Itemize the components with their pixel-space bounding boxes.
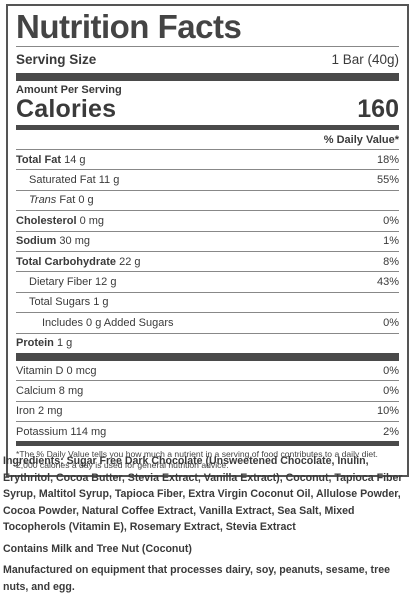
divider-thick xyxy=(16,352,399,361)
allergen-statement: Contains Milk and Tree Nut (Coconut) xyxy=(3,542,192,555)
nutrient-row-total-fat: Total Fat 14 g 18% xyxy=(16,150,399,169)
vitamin-amount: 0 mcg xyxy=(66,364,97,377)
divider xyxy=(16,230,399,232)
nutrient-name: Dietary Fiber xyxy=(29,276,92,289)
vitamin-row-potassium: Potassium 114 mg 2% xyxy=(16,422,399,441)
divider xyxy=(16,380,399,382)
nutrient-name: Total Fat xyxy=(16,153,62,166)
nutrient-dv: 18% xyxy=(376,153,399,166)
nutrient-name: Trans xyxy=(29,194,57,207)
vitamin-amount: 114 mg xyxy=(70,425,107,438)
divider xyxy=(16,421,399,423)
vitamin-name: Vitamin D xyxy=(16,364,64,377)
nutrient-amount: 0 g xyxy=(78,194,94,207)
serving-size-label: Serving Size xyxy=(16,52,97,67)
calories-row: Calories 160 xyxy=(16,95,399,125)
nutrient-amount: 1 g xyxy=(93,296,109,309)
serving-size-row: Serving Size 1 Bar (40g) xyxy=(16,47,399,73)
divider-thick xyxy=(16,73,399,81)
nutrient-row-cholesterol: Cholesterol 0 mg 0% xyxy=(16,211,399,230)
calories-label: Calories xyxy=(16,95,117,123)
vitamin-dv: 0% xyxy=(383,364,399,377)
nutrient-amount: 1 g xyxy=(56,337,73,350)
nutrient-row-sodium: Sodium 30 mg 1% xyxy=(16,232,399,251)
vitamin-amount: 2 mg xyxy=(38,405,63,418)
ingredients-text: Ingredients: Sugar Free Dark Chocolate (… xyxy=(3,455,403,533)
nutrient-name: Cholesterol xyxy=(16,214,77,227)
amount-per-serving: Amount Per Serving xyxy=(16,84,122,96)
vitamin-row-vitamin-d: Vitamin D 0 mcg 0% xyxy=(16,361,399,380)
nutrient-dv: 1% xyxy=(383,235,399,248)
nutrient-dv: 8% xyxy=(383,255,399,268)
product-info: Ingredients: Sugar Free Dark Chocolate (… xyxy=(3,453,413,600)
manufacturing-statement: Manufactured on equipment that processes… xyxy=(3,564,390,593)
nutrient-dv: 55% xyxy=(376,174,399,187)
nutrient-dv: 0% xyxy=(383,214,399,227)
daily-value-footnote: *The % Daily Value tells you how much a … xyxy=(16,449,378,471)
nutrient-row-total-sugars: Total Sugars 1 g xyxy=(16,293,399,312)
vitamin-row-calcium: Calcium 8 mg 0% xyxy=(16,381,399,400)
nutrient-amount: 12 g xyxy=(95,276,117,289)
nutrient-amount: 0 mg xyxy=(79,214,105,227)
divider xyxy=(16,312,399,314)
divider xyxy=(16,250,399,252)
divider xyxy=(16,46,399,47)
nutrient-row-added-sugars: Includes 0 g Added Sugars 0% xyxy=(16,313,399,332)
nutrient-row-trans-fat: Trans Fat 0 g xyxy=(16,191,399,210)
nutrient-dv: 0% xyxy=(383,316,399,329)
nutrient-amount: 30 mg xyxy=(59,235,90,248)
nutrient-name-rest: Fat xyxy=(59,194,76,207)
divider xyxy=(16,291,399,293)
daily-value-header: % Daily Value* xyxy=(323,134,399,146)
nutrient-amount: 11 g xyxy=(98,174,120,187)
nutrient-row-protein: Protein 1 g xyxy=(16,334,399,353)
nutrient-name: Includes 0 g Added Sugars xyxy=(42,316,174,329)
nutrient-name: Total Sugars xyxy=(29,296,91,309)
vitamin-name: Calcium xyxy=(16,384,56,397)
divider-medium xyxy=(16,125,399,130)
divider xyxy=(16,332,399,334)
divider xyxy=(16,271,399,273)
vitamin-name: Potassium xyxy=(16,425,68,438)
label-title: Nutrition Facts xyxy=(16,8,242,45)
vitamin-amount: 8 mg xyxy=(58,384,84,397)
divider-medium xyxy=(16,441,399,447)
nutrient-dv: 43% xyxy=(376,276,399,289)
nutrient-row-saturated-fat: Saturated Fat 11 g 55% xyxy=(16,170,399,189)
calories-value: 160 xyxy=(357,95,399,123)
vitamin-dv: 0% xyxy=(383,384,399,397)
vitamin-dv: 10% xyxy=(376,405,399,418)
nutrient-amount: 14 g xyxy=(64,153,86,166)
nutrient-row-total-carbohydrate: Total Carbohydrate 22 g 8% xyxy=(16,252,399,271)
divider xyxy=(16,189,399,191)
divider xyxy=(16,169,399,171)
vitamin-name: Iron xyxy=(16,405,35,418)
nutrient-name: Saturated Fat xyxy=(29,174,96,187)
vitamin-row-iron: Iron 2 mg 10% xyxy=(16,402,399,421)
nutrition-facts-label: Nutrition Facts Serving Size 1 Bar (40g)… xyxy=(6,4,409,478)
divider xyxy=(16,149,399,150)
nutrient-amount: 22 g xyxy=(119,255,141,268)
serving-size-value: 1 Bar (40g) xyxy=(331,52,399,67)
nutrient-name: Protein xyxy=(16,337,54,350)
nutrient-name: Sodium xyxy=(16,235,57,248)
vitamin-dv: 2% xyxy=(383,425,399,438)
nutrient-row-dietary-fiber: Dietary Fiber 12 g 43% xyxy=(16,272,399,291)
divider xyxy=(16,210,399,212)
nutrient-name: Total Carbohydrate xyxy=(16,255,117,268)
divider xyxy=(16,400,399,402)
